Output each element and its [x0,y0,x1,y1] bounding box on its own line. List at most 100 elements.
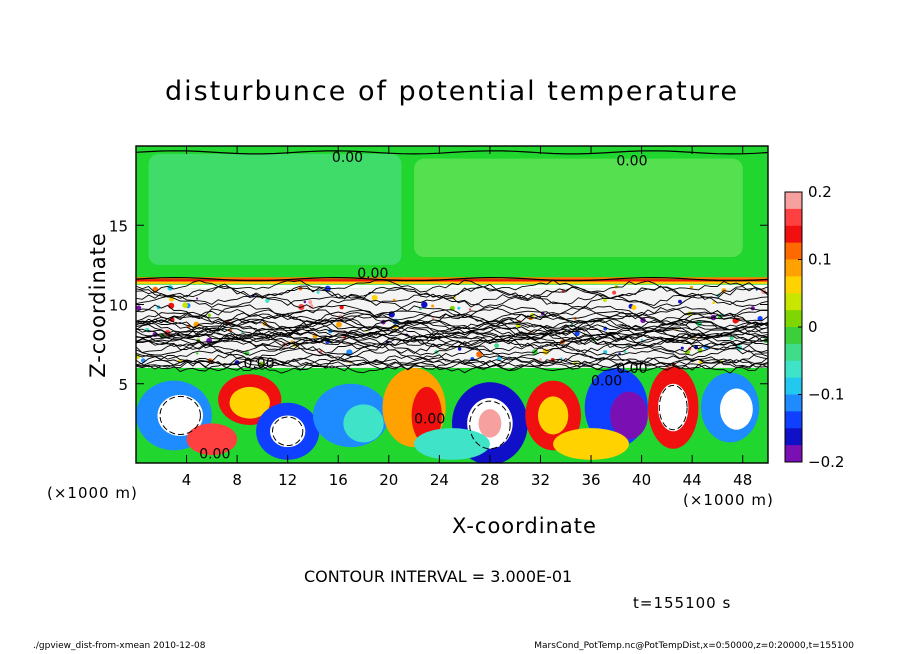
speckle [196,352,199,355]
speckle [712,301,716,305]
contour-zero-0 [136,276,768,282]
speckle [136,305,142,311]
x-tick-label: 20 [379,471,398,489]
contour-line [136,319,768,333]
field-cell-9 [411,386,442,444]
colorbar-segment [785,208,802,227]
colorbar-segment [785,411,802,429]
contour-line [136,309,768,323]
speckle [316,290,320,294]
field-cell-22 [553,428,629,460]
contour-ring-1 [159,395,201,435]
speckle [418,307,422,311]
field-cell-18 [658,383,689,432]
speckle [468,308,472,311]
colorbar-segment [785,293,802,311]
contour-line [136,304,768,318]
x-tick-label: 24 [430,471,449,489]
x-tick-label: 36 [581,471,600,489]
speckle [612,290,617,295]
time-label: t=155100 s [633,594,732,612]
contour-line [136,332,768,346]
contour-value-label: 0.00 [243,356,274,372]
contour-line [136,286,768,301]
field-cell-21 [414,428,490,460]
speckle [494,343,499,349]
field-band-0 [136,277,768,280]
contour-interval-label: CONTOUR INTERVAL = 3.000E-01 [304,567,573,586]
footer-right: MarsCond_PotTemp.nc@PotTempDist,x=0:5000… [534,641,854,651]
colorbar-segment [785,377,802,395]
contour-value-label: 0.00 [357,266,388,282]
contour-value-label: 0.00 [616,361,647,377]
contour-line [136,353,768,367]
speckle [182,302,188,308]
colorbar-segment [785,242,802,260]
x-tick-label: 12 [278,471,297,489]
x-tick-label: 44 [683,471,702,489]
field-cell-16 [610,391,648,440]
speckle [560,357,563,360]
speckle [538,358,542,362]
footer-left: ./gpview_dist-from-xmean 2010-12-08 [33,641,206,651]
x-tick-label: 40 [632,471,651,489]
colorbar-segment [785,192,802,210]
speckle [757,316,763,322]
contour-line [136,306,768,321]
field-cell-23 [186,423,238,456]
speckle [640,338,643,341]
contour-line [136,292,768,306]
colorbar-segment [785,394,802,412]
speckle [680,346,684,350]
contour-value-label: 0.00 [414,412,445,428]
colorbar-segment [785,360,802,379]
contour-line [136,285,768,300]
speckle [207,313,211,317]
x-axis-label: X-coordinate [452,514,597,538]
contour-ring-3 [272,416,304,447]
field-cell-1 [157,394,203,437]
y-axis: 5 10 15 [109,217,768,394]
speckle [308,300,313,305]
x-unit-label-right: (×1000 m) [683,491,774,509]
field-upper-right [414,158,743,257]
speckle [729,336,734,341]
x-tick-label: 28 [480,471,499,489]
contour-value-label: 0.00 [199,446,230,462]
colorbar-tick-label: 0 [808,318,818,336]
colorbar-segment [785,327,802,345]
contour-line [136,342,768,356]
y-tick-label: 15 [109,217,128,235]
contour-labels: 0.00 0.000.000.000.000.000.000.00 [199,150,647,462]
field-band-1 [136,279,768,282]
contour-line [136,324,768,338]
contour-ring-0 [469,400,511,450]
contour-line [136,332,768,347]
contour-line [136,295,768,309]
plot-area [136,146,768,463]
contour-line [136,311,768,326]
field-cell-3 [229,386,270,419]
colorbar-segment [785,310,802,328]
speckle [603,350,608,355]
x-axis: 4 8 12 16 20 24 28 32 36 40 44 48 [182,146,752,489]
contour-zero-1 [136,150,768,155]
colorbar-segment [785,276,802,294]
speckle [265,298,270,303]
speckle [195,297,199,300]
field-cell-20 [719,388,753,430]
colorbar-segment [785,259,802,277]
speckle [339,305,344,310]
contour-ring-2 [658,384,688,431]
speckle [303,300,307,304]
colorbar-tick-label: −0.2 [808,453,844,471]
chart-title: disturbunce of potential temperature [165,76,739,107]
field-upper-left [148,153,402,265]
field-cell-14 [537,396,569,435]
contour-line [136,340,768,355]
contour-line [136,326,768,340]
speckle [336,321,342,328]
contour-line [136,317,768,331]
speckle [457,347,462,351]
